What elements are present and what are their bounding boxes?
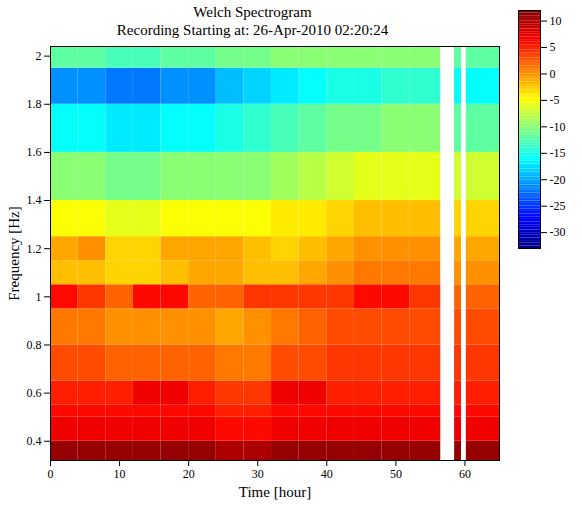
svg-text:20: 20 <box>183 467 195 481</box>
html-text:Recording Starting at: 26-Apr-: Recording Starting at: 26-Apr-2010 02:20… <box>116 22 389 38</box>
svg-text:0.4: 0.4 <box>27 434 42 448</box>
svg-text:-25: -25 <box>550 199 566 213</box>
svg-text:-20: -20 <box>550 173 566 187</box>
svg-text:0: 0 <box>48 467 54 481</box>
svg-text:30: 30 <box>252 467 264 481</box>
svg-text:0.8: 0.8 <box>27 338 42 352</box>
svg-text:1.4: 1.4 <box>27 193 42 207</box>
svg-text:-5: -5 <box>550 93 560 107</box>
svg-text:1.2: 1.2 <box>27 242 42 256</box>
svg-text:Time [hour]: Time [hour] <box>239 484 311 500</box>
html-text:Welch Spectrogram: Welch Spectrogram <box>193 4 312 20</box>
svg-text:60: 60 <box>459 467 471 481</box>
svg-text:-10: -10 <box>550 120 566 134</box>
svg-text:1.6: 1.6 <box>27 145 42 159</box>
svg-text:1.8: 1.8 <box>27 97 42 111</box>
svg-text:1: 1 <box>36 290 42 304</box>
svg-text:5: 5 <box>550 40 556 54</box>
svg-text:Frequency [Hz]: Frequency [Hz] <box>6 206 22 301</box>
svg-text:50: 50 <box>390 467 402 481</box>
svg-text:2: 2 <box>36 49 42 63</box>
svg-text:0: 0 <box>550 67 556 81</box>
svg-text:0.6: 0.6 <box>27 386 42 400</box>
svg-text:-15: -15 <box>550 146 566 160</box>
svg-text:40: 40 <box>321 467 333 481</box>
svg-text:10: 10 <box>550 14 562 28</box>
svg-text:10: 10 <box>114 467 126 481</box>
svg-text:-30: -30 <box>550 225 566 239</box>
